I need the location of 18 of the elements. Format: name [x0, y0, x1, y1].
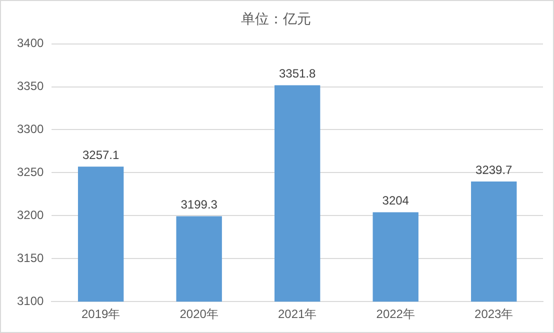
x-tick-label: 2023年 [474, 307, 514, 322]
y-tick-label: 3300 [16, 122, 44, 136]
y-tick-label: 3400 [16, 36, 44, 50]
y-tick-label: 3250 [16, 165, 44, 180]
data-label: 3257.1 [82, 148, 120, 162]
data-label: 3239.7 [476, 162, 513, 177]
y-tick-label: 3100 [16, 294, 44, 308]
x-tick-label: 2021年 [278, 307, 317, 322]
x-tick-label: 2022年 [376, 307, 415, 322]
chart-title: 单位：亿元 [241, 10, 311, 26]
data-label: 3204 [382, 194, 410, 208]
y-tick-label: 3150 [16, 250, 44, 265]
y-tick-label: 3200 [16, 208, 44, 222]
y-tick-label: 3350 [16, 79, 44, 94]
x-tick-label: 2019年 [81, 307, 120, 322]
x-tick-label: 2020年 [180, 307, 218, 322]
data-label: 3199.3 [180, 198, 218, 212]
data-label: 3351.8 [278, 66, 316, 81]
